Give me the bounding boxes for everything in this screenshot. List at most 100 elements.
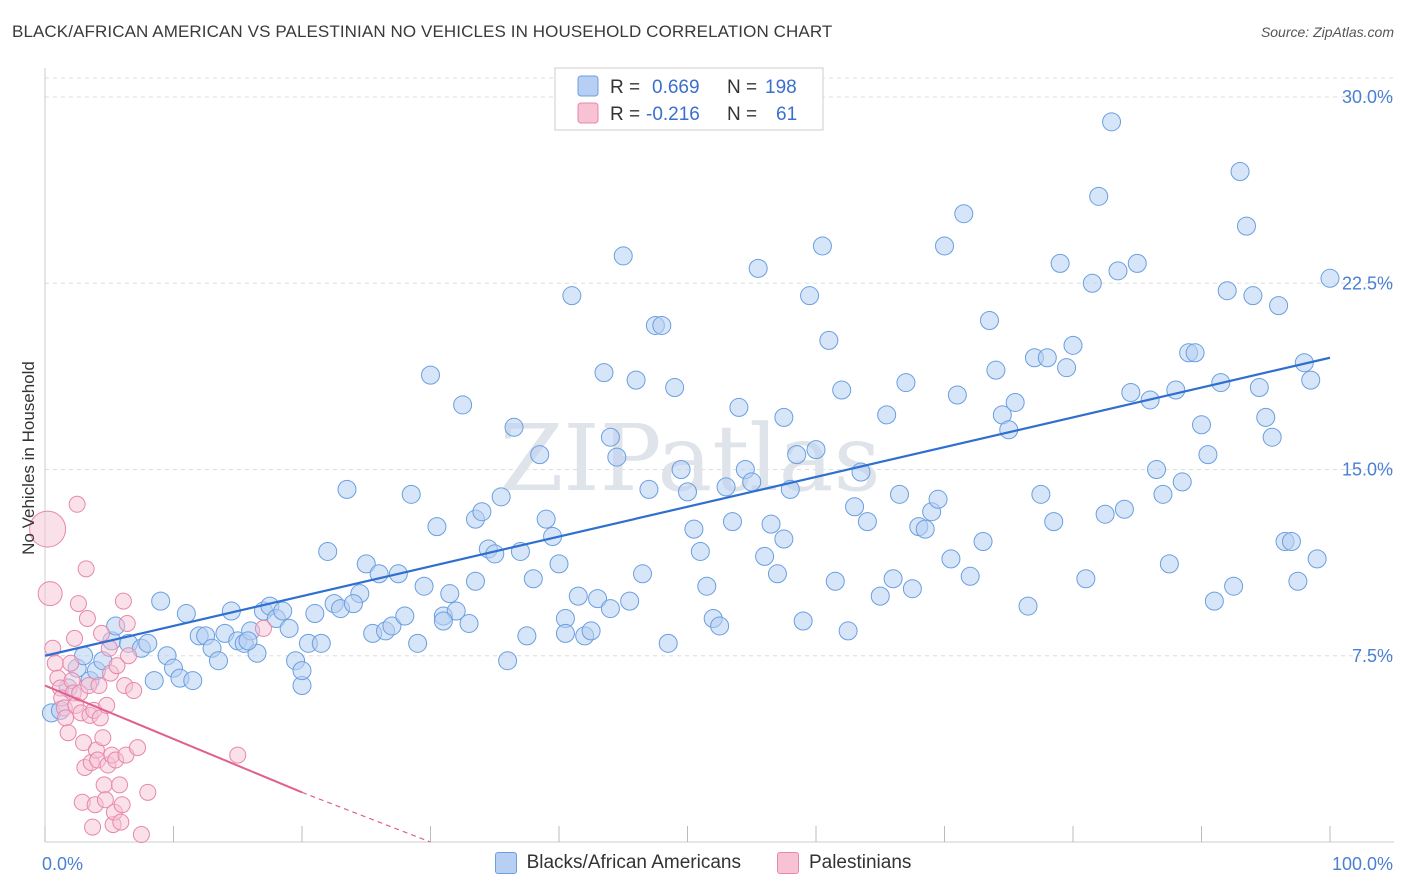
point-palestinians	[29, 510, 67, 548]
chart-title: BLACK/AFRICAN AMERICAN VS PALESTINIAN NO…	[12, 22, 833, 41]
point-blacks	[1050, 253, 1070, 273]
point-blacks	[620, 591, 640, 611]
point-blacks	[986, 360, 1006, 380]
point-blacks	[748, 258, 768, 278]
point-blacks	[890, 484, 910, 504]
point-blacks	[1236, 216, 1256, 236]
point-blacks	[710, 616, 730, 636]
point-blacks	[883, 569, 903, 589]
point-blacks	[1243, 286, 1263, 306]
point-blacks	[793, 611, 813, 631]
point-blacks	[498, 651, 518, 671]
point-blacks	[652, 315, 672, 335]
legend-item-blacks: Blacks/African Americans	[494, 852, 741, 874]
point-blacks	[1172, 472, 1192, 492]
point-blacks	[337, 479, 357, 499]
point-blacks	[151, 591, 171, 611]
point-blacks	[1037, 348, 1057, 368]
point-blacks	[408, 633, 428, 653]
legend-r-label-2: R =	[610, 104, 640, 125]
legend-n-value-2: 61	[776, 104, 797, 125]
point-blacks	[684, 519, 704, 539]
point-blacks	[1044, 512, 1064, 532]
point-blacks	[421, 365, 440, 385]
point-blacks	[144, 671, 164, 691]
point-blacks	[238, 631, 258, 651]
legend-item-palestinians: Palestinians	[776, 852, 912, 874]
point-blacks	[273, 601, 293, 621]
point-blacks	[401, 484, 421, 504]
point-blacks	[1063, 335, 1083, 355]
y-tick-label: 30.0%	[1342, 87, 1393, 107]
point-blacks	[671, 460, 691, 479]
point-palestinians	[78, 610, 96, 627]
point-blacks	[523, 569, 543, 589]
point-blacks	[774, 529, 794, 549]
point-blacks	[845, 497, 865, 517]
point-blacks	[928, 489, 948, 509]
point-blacks	[838, 621, 858, 641]
point-blacks	[857, 512, 877, 532]
point-blacks	[755, 546, 775, 566]
point-blacks	[1307, 549, 1327, 569]
point-blacks	[800, 286, 820, 306]
point-blacks	[318, 541, 338, 561]
point-blacks	[555, 623, 575, 643]
point-blacks	[176, 604, 196, 624]
y-tick-label: 15.0%	[1342, 460, 1393, 480]
point-blacks	[935, 236, 954, 256]
point-blacks	[1262, 427, 1282, 447]
point-blacks	[633, 564, 653, 584]
legend-label-palestinians: Palestinians	[808, 852, 912, 873]
legend-r-label-1: R =	[610, 77, 640, 98]
point-blacks	[1185, 343, 1205, 363]
point-blacks	[1198, 445, 1218, 465]
legend-r-value-1: 0.669	[652, 77, 700, 98]
point-blacks	[279, 618, 299, 638]
point-blacks	[1018, 596, 1038, 616]
point-blacks	[870, 586, 890, 606]
x-tick-label: 100.0%	[1332, 854, 1393, 874]
y-axis-label: No Vehicles in Household	[19, 361, 38, 555]
point-blacks	[440, 584, 460, 604]
point-blacks	[613, 246, 633, 266]
point-blacks	[292, 661, 312, 681]
point-palestinians	[254, 619, 272, 637]
point-blacks	[658, 633, 678, 653]
point-palestinians	[68, 495, 86, 513]
point-blacks	[690, 541, 710, 561]
point-palestinians	[114, 592, 132, 610]
point-blacks	[433, 611, 453, 631]
point-blacks	[1005, 392, 1025, 412]
legend-swatch-blue	[577, 75, 599, 97]
point-palestinians	[37, 581, 63, 607]
point-palestinians	[77, 560, 95, 578]
point-blacks	[665, 378, 685, 398]
bottom-legend: Blacks/African Americans Palestinians	[0, 852, 1406, 874]
point-blacks	[1082, 273, 1102, 293]
point-blacks	[530, 445, 550, 465]
point-palestinians	[125, 682, 143, 700]
point-blacks	[678, 482, 697, 502]
point-palestinians	[75, 734, 93, 752]
point-blacks	[594, 363, 614, 383]
point-blacks	[1192, 415, 1211, 435]
point-blacks	[183, 671, 203, 691]
point-blacks	[568, 586, 588, 606]
point-palestinians	[113, 796, 131, 814]
point-blacks	[453, 395, 473, 415]
point-blacks	[716, 477, 736, 497]
trend-layer	[44, 356, 1331, 843]
y-tick-label: 7.5%	[1352, 646, 1393, 666]
y-tick-label: 22.5%	[1342, 273, 1393, 293]
point-blacks	[562, 286, 582, 306]
point-palestinians	[46, 654, 64, 672]
point-blacks	[1102, 112, 1122, 132]
point-blacks	[896, 373, 916, 393]
point-blacks	[832, 380, 852, 400]
point-blacks	[1269, 296, 1289, 316]
point-blacks	[639, 479, 659, 499]
point-palestinians	[112, 813, 130, 831]
point-blacks	[208, 651, 228, 671]
point-blacks	[1249, 378, 1269, 398]
